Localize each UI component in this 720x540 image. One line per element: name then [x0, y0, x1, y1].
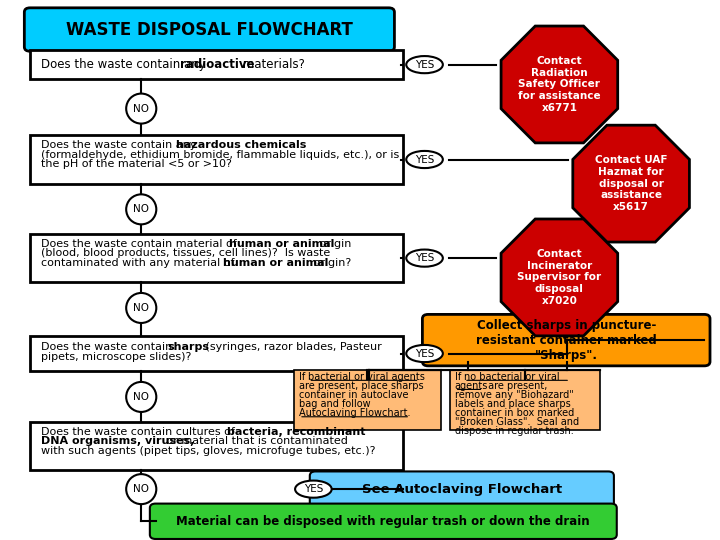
Text: remove any "Biohazard": remove any "Biohazard": [454, 390, 573, 400]
Ellipse shape: [406, 249, 443, 267]
Text: If: If: [299, 372, 308, 382]
Text: See Autoclaving Flowchart: See Autoclaving Flowchart: [361, 483, 562, 496]
Text: origin?: origin?: [310, 258, 351, 268]
Text: contaminated with any material of: contaminated with any material of: [41, 258, 238, 268]
Text: WASTE DISPOSAL FLOWCHART: WASTE DISPOSAL FLOWCHART: [66, 21, 353, 38]
Text: labels and place sharps: labels and place sharps: [454, 399, 570, 409]
Text: YES: YES: [415, 253, 434, 263]
Text: "Broken Glass".  Seal and: "Broken Glass". Seal and: [454, 417, 579, 427]
Text: human or animal: human or animal: [229, 239, 334, 248]
Text: origin: origin: [315, 239, 351, 248]
Bar: [30, 234, 403, 282]
Text: sharps: sharps: [168, 342, 210, 352]
Text: or material that is contaminated: or material that is contaminated: [163, 436, 348, 447]
Bar: [30, 50, 403, 79]
Text: bacteria, recombinant: bacteria, recombinant: [227, 427, 365, 437]
Polygon shape: [573, 125, 690, 242]
Text: NO: NO: [133, 204, 149, 214]
Text: NO: NO: [133, 392, 149, 402]
Text: no bacterial or viral: no bacterial or viral: [464, 372, 559, 382]
Ellipse shape: [295, 481, 332, 498]
Text: (syringes, razor blades, Pasteur: (syringes, razor blades, Pasteur: [202, 342, 382, 352]
Text: Does the waste contain any: Does the waste contain any: [41, 58, 210, 71]
Ellipse shape: [126, 194, 156, 224]
FancyBboxPatch shape: [423, 314, 710, 366]
Text: Contact
Incinerator
Supervisor for
disposal
x7020: Contact Incinerator Supervisor for dispo…: [518, 249, 601, 306]
Text: the pH of the material <5 or >10?: the pH of the material <5 or >10?: [41, 159, 232, 170]
Polygon shape: [501, 219, 618, 336]
Text: NO: NO: [133, 303, 149, 313]
Ellipse shape: [126, 474, 156, 504]
FancyBboxPatch shape: [150, 504, 617, 539]
Text: Does the waste contain: Does the waste contain: [41, 342, 176, 352]
Text: radioactive: radioactive: [180, 58, 254, 71]
Text: (formaldehyde, ethidium bromide, flammable liquids, etc.), or is: (formaldehyde, ethidium bromide, flammab…: [41, 150, 399, 160]
Text: hazardous chemicals: hazardous chemicals: [176, 140, 306, 150]
Text: Material can be disposed with regular trash or down the drain: Material can be disposed with regular tr…: [176, 515, 590, 528]
Text: DNA organisms, viruses,: DNA organisms, viruses,: [41, 436, 194, 447]
Text: Contact
Radiation
Safety Officer
for assistance
x6771: Contact Radiation Safety Officer for ass…: [518, 56, 600, 113]
Text: bacterial or viral agents: bacterial or viral agents: [308, 372, 426, 382]
Bar: [30, 136, 403, 184]
Text: are present,: are present,: [485, 381, 547, 390]
Text: are present, place sharps: are present, place sharps: [299, 381, 423, 390]
Ellipse shape: [126, 93, 156, 124]
Text: If: If: [454, 372, 464, 382]
Text: NO: NO: [133, 104, 149, 113]
FancyBboxPatch shape: [310, 471, 614, 508]
Text: (blood, blood products, tissues, cell lines)?  Is waste: (blood, blood products, tissues, cell li…: [41, 248, 330, 258]
Text: human or animal: human or animal: [223, 258, 328, 268]
Ellipse shape: [406, 345, 443, 362]
FancyBboxPatch shape: [24, 8, 395, 51]
Bar: [294, 370, 441, 430]
Text: YES: YES: [415, 59, 434, 70]
Ellipse shape: [126, 293, 156, 323]
Text: Contact UAF
Hazmat for
disposal or
assistance
x5617: Contact UAF Hazmat for disposal or assis…: [595, 156, 667, 212]
Text: YES: YES: [304, 484, 323, 494]
Bar: [30, 422, 403, 470]
Text: YES: YES: [415, 154, 434, 165]
Text: bag and follow: bag and follow: [299, 399, 371, 409]
Bar: [450, 370, 600, 430]
Text: container in autoclave: container in autoclave: [299, 390, 408, 400]
Text: pipets, microscope slides)?: pipets, microscope slides)?: [41, 352, 192, 362]
Bar: [30, 336, 403, 371]
Polygon shape: [501, 26, 618, 143]
Text: with such agents (pipet tips, gloves, microfuge tubes, etc.)?: with such agents (pipet tips, gloves, mi…: [41, 446, 375, 456]
Text: materials?: materials?: [239, 58, 305, 71]
Text: agents: agents: [454, 381, 488, 390]
Text: Does the waste contain material of: Does the waste contain material of: [41, 239, 240, 248]
Ellipse shape: [126, 382, 156, 412]
Text: dispose in regular trash.: dispose in regular trash.: [454, 426, 573, 436]
Text: Autoclaving Flowchart.: Autoclaving Flowchart.: [299, 408, 410, 418]
Text: NO: NO: [133, 484, 149, 494]
Ellipse shape: [406, 56, 443, 73]
Text: Collect sharps in puncture-
resistant container marked
"Sharps".: Collect sharps in puncture- resistant co…: [476, 319, 657, 362]
Text: container in box marked: container in box marked: [454, 408, 574, 418]
Ellipse shape: [406, 151, 443, 168]
Text: Does the waste contain any: Does the waste contain any: [41, 140, 199, 150]
Text: YES: YES: [415, 348, 434, 359]
Text: Does the waste contain cultures of: Does the waste contain cultures of: [41, 427, 238, 437]
